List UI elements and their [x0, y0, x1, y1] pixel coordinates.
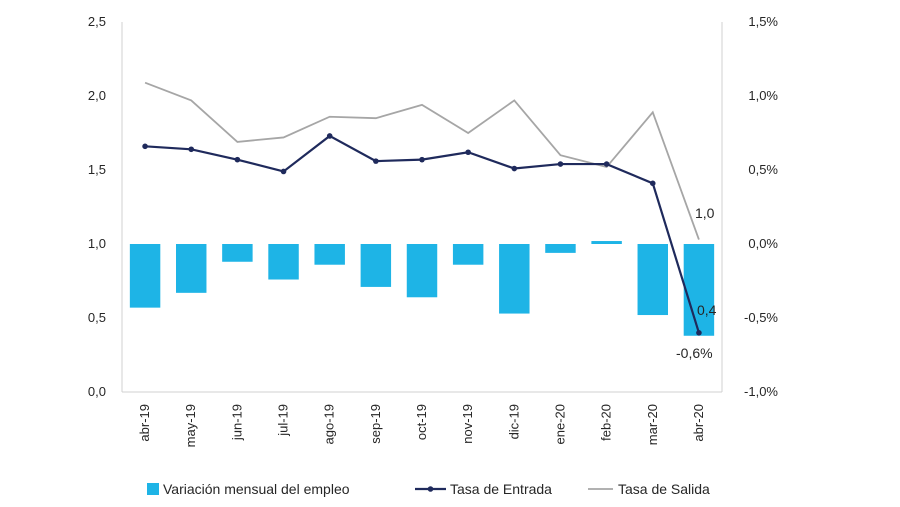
bar-feb-20 — [591, 241, 622, 244]
bar-abr-19 — [129, 244, 161, 308]
left-tick-label: 2,0 — [88, 88, 106, 103]
point-tasa-de-entrada-ene-20 — [557, 161, 564, 167]
point-tasa-de-entrada-abr-20 — [696, 330, 702, 336]
left-tick-label: 1,0 — [88, 236, 106, 251]
legend-marker-entrada — [427, 486, 434, 492]
right-tick-label: 1,5% — [748, 14, 778, 29]
bar-jun-19 — [222, 244, 253, 262]
x-tick-label: nov-19 — [460, 404, 475, 444]
x-tick-label: abr-20 — [691, 404, 706, 442]
legend-swatch-variacion — [147, 483, 159, 495]
data-label: 1,0 — [695, 205, 715, 221]
left-tick-label: 1,5 — [88, 162, 106, 177]
bar-dic-19 — [499, 244, 530, 314]
left-tick-label: 0,5 — [88, 310, 106, 325]
x-tick-label: feb-20 — [599, 404, 614, 441]
bar-abr-20 — [683, 244, 715, 336]
legend-label: Variación mensual del empleo — [163, 481, 350, 497]
bar-oct-19 — [406, 244, 438, 298]
point-tasa-de-entrada-nov-19 — [465, 149, 471, 156]
data-label: -0,6% — [676, 345, 713, 361]
x-tick-label: abr-19 — [137, 404, 152, 442]
bar-ago-19 — [314, 244, 345, 265]
right-tick-label: -0,5% — [744, 310, 778, 325]
right-tick-label: 0,0% — [748, 236, 778, 251]
bar-sep-19 — [360, 244, 392, 287]
point-tasa-de-entrada-jun-19 — [234, 156, 241, 163]
bar-mar-20 — [637, 244, 668, 316]
x-tick-label: may-19 — [183, 404, 198, 447]
point-tasa-de-entrada-oct-19 — [419, 156, 425, 163]
data-label: 0,4 — [697, 302, 717, 318]
x-tick-label: oct-19 — [414, 404, 429, 440]
x-tick-label: jun-19 — [229, 404, 244, 441]
point-tasa-de-entrada-dic-19 — [511, 165, 518, 172]
series-line-tasa-de-salida — [144, 81, 700, 240]
point-tasa-de-entrada-ago-19 — [326, 133, 333, 139]
series-line-tasa-de-entrada — [145, 134, 700, 334]
x-tick-label: mar-20 — [645, 404, 660, 445]
right-tick-label: 0,5% — [748, 162, 778, 177]
legend-label: Tasa de Salida — [618, 481, 710, 497]
x-tick-label: ene-20 — [552, 404, 567, 444]
bar-may-19 — [176, 244, 207, 293]
x-tick-label: sep-19 — [368, 404, 383, 444]
point-tasa-de-entrada-sep-19 — [373, 158, 379, 164]
point-tasa-de-entrada-feb-20 — [603, 161, 610, 167]
point-tasa-de-entrada-jul-19 — [280, 168, 287, 175]
legend-label: Tasa de Entrada — [450, 481, 552, 497]
left-tick-label: 0,0 — [88, 384, 106, 399]
point-tasa-de-entrada-mar-20 — [649, 180, 656, 187]
right-tick-label: -1,0% — [744, 384, 778, 399]
point-tasa-de-entrada-abr-19 — [142, 143, 148, 150]
bar-jul-19 — [268, 244, 299, 280]
bar-nov-19 — [452, 244, 484, 265]
x-tick-label: dic-19 — [506, 404, 521, 439]
point-tasa-de-entrada-may-19 — [188, 146, 195, 153]
x-tick-label: jul-19 — [276, 404, 291, 437]
right-tick-label: 1,0% — [748, 88, 778, 103]
x-tick-label: ago-19 — [322, 404, 337, 444]
bar-ene-20 — [545, 244, 576, 253]
left-tick-label: 2,5 — [88, 14, 106, 29]
